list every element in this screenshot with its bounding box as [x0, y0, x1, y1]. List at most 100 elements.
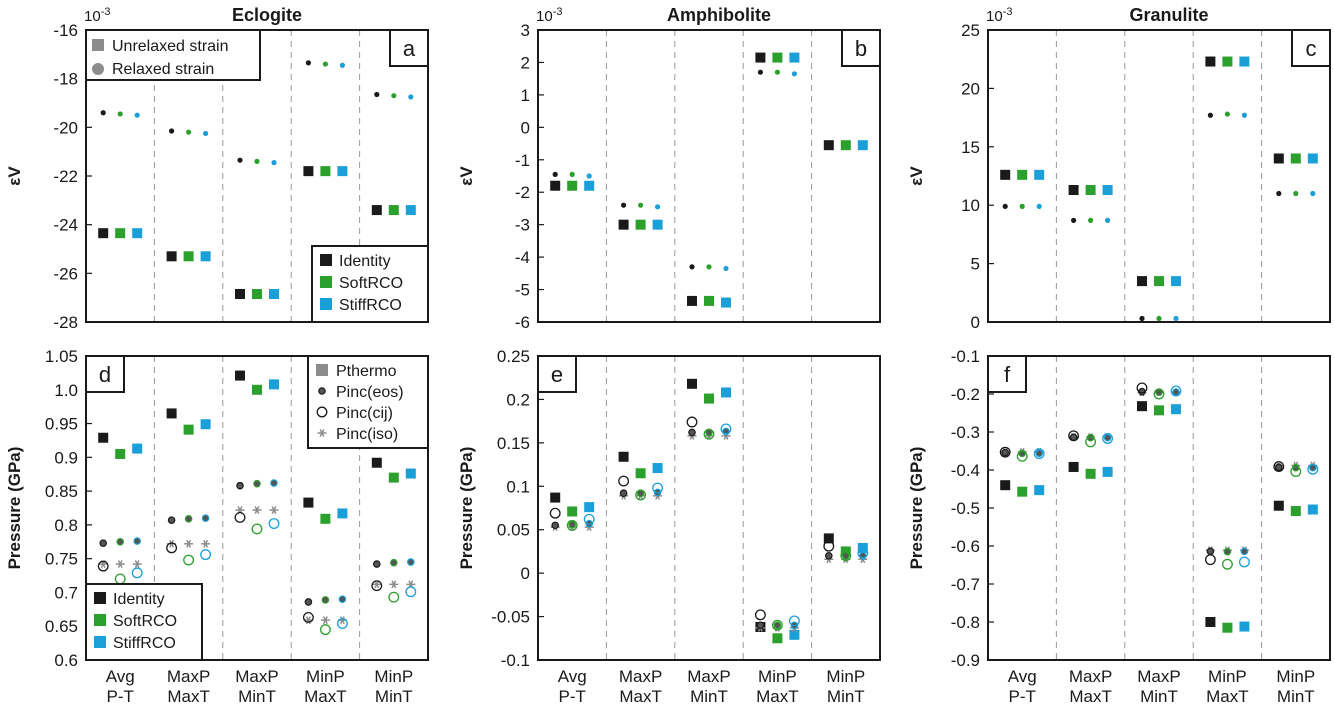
- y-tick-label: -0.2: [951, 385, 980, 404]
- data-point-identity-relaxed: [1208, 113, 1213, 118]
- category-label: MaxP: [167, 667, 210, 686]
- data-point-softrco-pthermo: [184, 425, 194, 435]
- data-point-identity-pthermo: [303, 498, 313, 508]
- data-point-softrco-pinceos: [774, 622, 780, 628]
- panel-letter: c: [1306, 36, 1317, 61]
- panel-letter: b: [855, 36, 867, 61]
- data-point-identity-relaxed: [553, 172, 558, 177]
- data-point-softrco-unrelaxed: [320, 166, 330, 176]
- y-tick-label: -24: [53, 216, 78, 235]
- panel-c: 2520151050εVGranulite10-3c: [907, 5, 1330, 332]
- category-label: MaxP: [235, 667, 278, 686]
- data-point-softrco-pthermo: [252, 385, 262, 395]
- data-point-softrco-pthermo: [636, 468, 646, 478]
- y-tick-label: 0.1: [506, 477, 530, 496]
- panel-title: Granulite: [1129, 5, 1208, 25]
- legend-strain-type: Unrelaxed strainRelaxed strain: [86, 30, 260, 80]
- data-point-identity-pthermo: [619, 452, 629, 462]
- data-point-softrco-relaxed: [775, 70, 780, 75]
- axis-exponent: 10-3: [84, 6, 110, 25]
- data-point-stiffrco-pinccij: [1240, 557, 1250, 567]
- data-point-identity-pinceos: [237, 483, 243, 489]
- category-label: Avg: [1008, 667, 1037, 686]
- category-label: MaxT: [167, 687, 210, 706]
- data-point-stiffrco-pinceos: [271, 480, 277, 486]
- data-point-softrco-unrelaxed: [252, 289, 262, 299]
- panel-letter: f: [1004, 362, 1011, 387]
- data-point-identity-pthermo: [372, 458, 382, 468]
- legend-swatch-identity: [94, 592, 106, 604]
- data-point-softrco-pthermo: [115, 449, 125, 459]
- category-label: MinT: [690, 687, 728, 706]
- data-point-stiffrco-relaxed: [860, 143, 865, 148]
- y-tick-label: 0.9: [54, 448, 78, 467]
- legend-swatch-stiffrco: [94, 636, 106, 648]
- pthermo-swatch: [316, 364, 328, 376]
- data-point-identity-relaxed: [1139, 316, 1144, 321]
- legend-models-bottom: Identity SoftRCO StiffRCO: [86, 584, 202, 660]
- data-point-stiffrco-pthermo: [269, 379, 279, 389]
- data-point-stiffrco-relaxed: [1242, 113, 1247, 118]
- data-point-identity-unrelaxed: [167, 251, 177, 261]
- category-label: MinP: [306, 667, 345, 686]
- legend-swatch-softrco: [94, 614, 106, 626]
- data-point-identity-relaxed: [237, 158, 242, 163]
- y-tick-label: -0.7: [951, 575, 980, 594]
- data-point-stiffrco-relaxed: [655, 204, 660, 209]
- data-point-identity-unrelaxed: [372, 205, 382, 215]
- y-tick-label: 0.2: [506, 390, 530, 409]
- legend-label: Pinc(iso): [336, 426, 398, 443]
- data-point-stiffrco-unrelaxed: [337, 166, 347, 176]
- y-tick-label: 1.0: [54, 381, 78, 400]
- data-point-softrco-pinccij: [389, 592, 399, 602]
- category-label: MinT: [1140, 687, 1178, 706]
- category-label: MinT: [1277, 687, 1315, 706]
- data-point-stiffrco-relaxed: [135, 113, 140, 118]
- data-point-softrco-unrelaxed: [1291, 153, 1301, 163]
- category-label: MaxP: [619, 667, 662, 686]
- y-tick-label: 0.7: [54, 583, 78, 602]
- relaxed-strain-swatch: [92, 63, 104, 75]
- data-point-identity-unrelaxed: [98, 228, 108, 238]
- data-point-stiffrco-pinceos: [339, 596, 345, 602]
- data-point-identity-pinceos: [757, 622, 763, 628]
- y-tick-label: 10: [961, 196, 980, 215]
- data-point-identity-unrelaxed: [755, 53, 765, 63]
- data-point-stiffrco-pthermo: [1103, 467, 1113, 477]
- data-point-softrco-pinccij: [321, 625, 331, 635]
- data-point-identity-relaxed: [1276, 191, 1281, 196]
- data-point-identity-pthermo: [167, 408, 177, 418]
- y-tick-label: -0.8: [951, 613, 980, 632]
- data-point-identity-pthermo: [1137, 401, 1147, 411]
- category-label: MinP: [758, 667, 797, 686]
- data-point-stiffrco-relaxed: [1173, 316, 1178, 321]
- y-tick-label: 0: [521, 118, 530, 137]
- data-point-stiffrco-pthermo: [789, 630, 799, 640]
- data-point-stiffrco-pthermo: [1239, 622, 1249, 632]
- data-point-identity-pinceos: [1276, 464, 1282, 470]
- category-label: MaxT: [1069, 687, 1112, 706]
- y-tick-label: 0.05: [497, 521, 530, 540]
- axis-exponent-power: -3: [1003, 6, 1013, 18]
- category-label: MaxT: [756, 687, 799, 706]
- data-point-softrco-relaxed: [1156, 316, 1161, 321]
- data-point-stiffrco-relaxed: [1105, 218, 1110, 223]
- data-point-softrco-pinceos: [391, 560, 397, 566]
- data-point-identity-pinceos: [305, 599, 311, 605]
- pinceos-swatch: [319, 388, 325, 394]
- data-point-identity-pinccij: [756, 610, 766, 620]
- axis-exponent: 10-3: [536, 6, 562, 25]
- data-point-stiffrco-pinccij: [132, 568, 142, 578]
- data-point-softrco-relaxed: [254, 159, 259, 164]
- data-point-softrco-pthermo: [704, 394, 714, 404]
- data-point-stiffrco-unrelaxed: [584, 181, 594, 191]
- data-point-softrco-relaxed: [186, 130, 191, 135]
- data-point-softrco-pinccij: [115, 574, 125, 584]
- data-point-identity-pinceos: [552, 522, 558, 528]
- y-axis-label: Pressure (GPa): [907, 447, 926, 570]
- y-tick-label: 0.25: [497, 347, 530, 366]
- y-tick-label: 15: [961, 138, 980, 157]
- data-point-identity-pthermo: [1000, 480, 1010, 490]
- category-label: Avg: [558, 667, 587, 686]
- data-point-softrco-relaxed: [843, 143, 848, 148]
